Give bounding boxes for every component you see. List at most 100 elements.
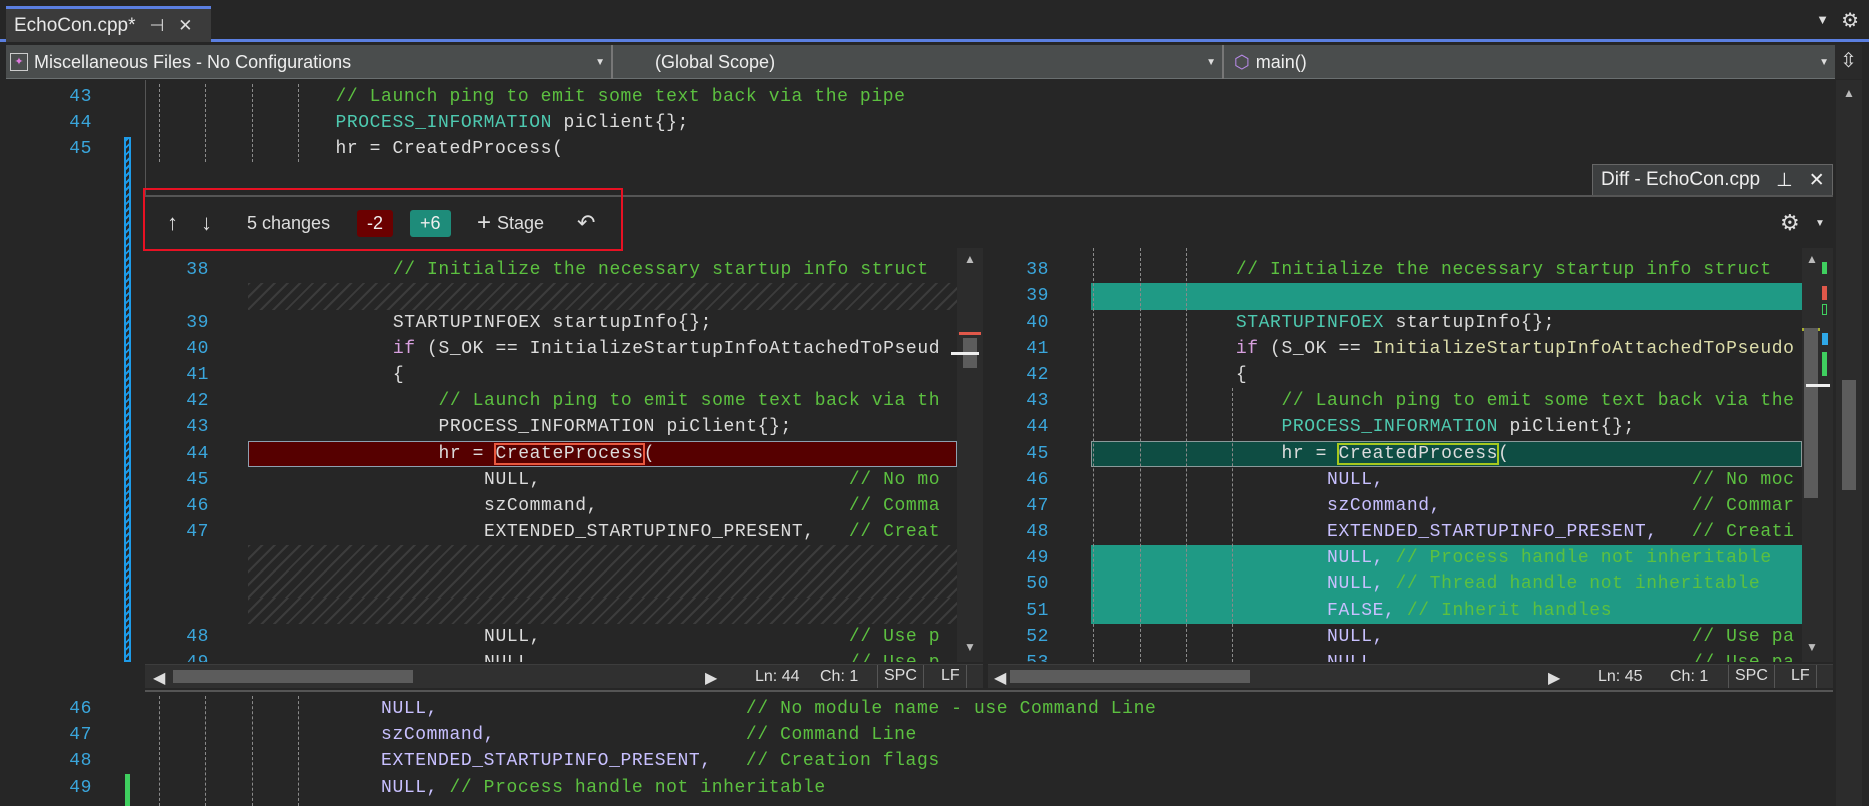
diff-title-label: Diff - EchoCon.cpp [1601, 169, 1761, 190]
next-change-icon[interactable]: ↓ [201, 210, 212, 235]
scroll-left-icon[interactable]: ◀ [994, 670, 1007, 687]
code-line[interactable]: 50 NULL, // Thread handle not inheritabl… [988, 571, 1802, 598]
scroll-right-icon[interactable]: ▶ [1548, 670, 1561, 687]
code-line[interactable]: 45 hr = CreatedProcess( [988, 440, 1802, 467]
code-line[interactable]: 46 szCommand, // Comma [145, 493, 957, 519]
code-line[interactable]: 40 if (S_OK == InitializeStartupInfoAtta… [145, 336, 957, 362]
code-line[interactable]: 46 NULL, // No moc [988, 467, 1802, 493]
code-line[interactable]: 49 NULL, // Process handle not inheritab… [988, 545, 1802, 572]
code-line[interactable]: 40 STARTUPINFOEX startupInfo{}; [988, 310, 1802, 336]
code-line[interactable]: 47 EXTENDED_STARTUPINFO_PRESENT, // Crea… [145, 519, 957, 545]
scrollbar-thumb[interactable] [1804, 328, 1818, 498]
left-pane-vertical-scrollbar[interactable]: ▲ ▼ [951, 248, 983, 662]
code-line[interactable]: 43 PROCESS_INFORMATION piClient{}; [145, 414, 957, 440]
whitespace-indicator[interactable]: SPC [1728, 665, 1775, 688]
close-icon[interactable]: ✕ [1808, 169, 1825, 191]
line-ending-indicator[interactable]: LF [935, 665, 967, 688]
change-indicator-modified[interactable] [124, 137, 131, 662]
column-indicator[interactable]: Ch: 1 [820, 668, 859, 685]
split-window-button[interactable]: ⇳ [1835, 45, 1862, 79]
code-text: { [248, 362, 957, 388]
code-line[interactable]: 41 if (S_OK == InitializeStartupInfoAtta… [988, 336, 1802, 362]
code-line[interactable]: 43 // Launch ping to emit some text back… [988, 388, 1802, 414]
pin-icon[interactable]: ⊥ [1776, 169, 1793, 191]
code-line[interactable]: 45 NULL, // No mo [145, 467, 957, 493]
line-indicator[interactable]: Ln: 45 [1598, 668, 1643, 685]
code-line[interactable]: 49 NULL, // Process handle not inheritab… [0, 775, 1830, 801]
tab-list-dropdown-icon[interactable]: ▼ [1816, 12, 1829, 27]
line-number: 44 [186, 443, 209, 464]
scroll-up-icon[interactable]: ▲ [964, 252, 976, 266]
code-line[interactable]: 46 NULL, // No module name - use Command… [0, 696, 1830, 722]
code-line[interactable]: 45 hr = CreatedProcess( [0, 136, 1830, 162]
code-line[interactable]: 41 { [145, 362, 957, 388]
code-line[interactable]: 38 // Initialize the necessary startup i… [988, 257, 1802, 283]
code-line[interactable]: 53 NULL, // Use pa [988, 650, 1802, 662]
gear-icon[interactable]: ⚙ [1841, 10, 1859, 32]
horizontal-scrollbar-thumb[interactable] [173, 670, 413, 683]
scope-dropdown[interactable]: (Global Scope) ▼ [615, 45, 1224, 79]
code-line[interactable]: 42 // Launch ping to emit some text back… [145, 388, 957, 414]
stage-button[interactable]: + Stage [477, 198, 544, 248]
code-line[interactable]: 39 STARTUPINFOEX startupInfo{}; [145, 310, 957, 336]
scroll-down-icon[interactable]: ▼ [964, 640, 976, 654]
scrollbar-thumb[interactable] [1842, 380, 1856, 490]
code-line[interactable]: 42 { [988, 362, 1802, 388]
code-token: PROCESS_INFORMATION [335, 113, 553, 134]
code-text: NULL, // Use pa [1091, 650, 1802, 662]
scroll-right-icon[interactable]: ▶ [705, 670, 718, 687]
code-line[interactable]: 44 hr = CreateProcess( [145, 440, 957, 467]
whitespace-indicator[interactable]: SPC [877, 665, 924, 688]
line-ending-indicator[interactable]: LF [1785, 665, 1817, 688]
editor-bottom-lines[interactable]: 46 NULL, // No module name - use Command… [0, 696, 1830, 801]
diff-right-pane[interactable]: 3738 // Initialize the necessary startup… [988, 248, 1802, 662]
editor-vertical-scrollbar[interactable]: ▲ [1836, 80, 1862, 806]
code-line[interactable] [145, 283, 957, 310]
code-line[interactable] [145, 545, 957, 572]
code-token [438, 778, 449, 798]
project-dropdown[interactable]: ✦ Miscellaneous Files - No Configuration… [6, 45, 613, 79]
change-indicator-added[interactable] [125, 774, 130, 806]
close-icon[interactable]: ✕ [178, 15, 193, 35]
code-line[interactable]: 44 PROCESS_INFORMATION piClient{}; [988, 414, 1802, 440]
column-indicator[interactable]: Ch: 1 [1670, 668, 1709, 685]
code-line[interactable]: 48 EXTENDED_STARTUPINFO_PRESENT, // Crea… [988, 519, 1802, 545]
code-text: PROCESS_INFORMATION piClient{}; [145, 110, 1830, 136]
code-token: { [1235, 364, 1248, 385]
code-line[interactable]: 37 [145, 248, 957, 257]
scroll-up-icon[interactable]: ▲ [1843, 86, 1855, 100]
pin-icon[interactable]: ⊣ [149, 15, 165, 35]
code-line[interactable]: 52 NULL, // Use pa [988, 624, 1802, 650]
undo-icon[interactable]: ↶ [577, 210, 596, 235]
gear-icon[interactable]: ⚙ [1780, 210, 1800, 235]
code-line[interactable]: 43 // Launch ping to emit some text back… [0, 84, 1830, 110]
chevron-down-icon[interactable]: ▼ [1815, 217, 1825, 229]
line-indicator[interactable]: Ln: 44 [755, 668, 800, 685]
code-token [541, 470, 849, 490]
editor-top-lines[interactable]: 43 // Launch ping to emit some text back… [0, 84, 1830, 163]
code-line[interactable]: 44 PROCESS_INFORMATION piClient{}; [0, 110, 1830, 136]
right-pane-vertical-scrollbar[interactable]: ▲ ▼ [1802, 248, 1833, 662]
scroll-left-icon[interactable]: ◀ [153, 670, 166, 687]
right-pane-status-bar: ◀ ▶ Ln: 45 Ch: 1 SPC LF [988, 664, 1833, 688]
code-line[interactable] [145, 597, 957, 624]
code-line[interactable]: 51 FALSE, // Inherit handles [988, 597, 1802, 624]
code-line[interactable] [145, 571, 957, 598]
code-line[interactable]: 47 szCommand, // Commar [988, 493, 1802, 519]
code-token: // Command Line [745, 725, 917, 746]
code-line[interactable]: 38 // Initialize the necessary startup i… [145, 257, 957, 283]
code-token: // Inherit handles [1406, 600, 1613, 621]
diff-left-pane[interactable]: 3738 // Initialize the necessary startup… [145, 248, 957, 662]
scroll-down-icon[interactable]: ▼ [1806, 640, 1818, 654]
code-line[interactable]: 48 EXTENDED_STARTUPINFO_PRESENT, // Crea… [0, 748, 1830, 774]
code-line[interactable]: 37 [988, 248, 1802, 257]
previous-change-icon[interactable]: ↑ [167, 210, 178, 235]
code-line[interactable]: 39 [988, 283, 1802, 310]
scroll-up-icon[interactable]: ▲ [1806, 252, 1818, 266]
horizontal-scrollbar-thumb[interactable] [1010, 670, 1250, 683]
code-line[interactable]: 49 NULL, // Use p [145, 650, 957, 662]
tab-echocon-cpp[interactable]: EchoCon.cpp* ⊣ ✕ [6, 6, 211, 42]
code-line[interactable]: 48 NULL, // Use p [145, 624, 957, 650]
member-dropdown[interactable]: ⬡ main() ▼ [1226, 45, 1835, 79]
code-line[interactable]: 47 szCommand, // Command Line [0, 722, 1830, 748]
